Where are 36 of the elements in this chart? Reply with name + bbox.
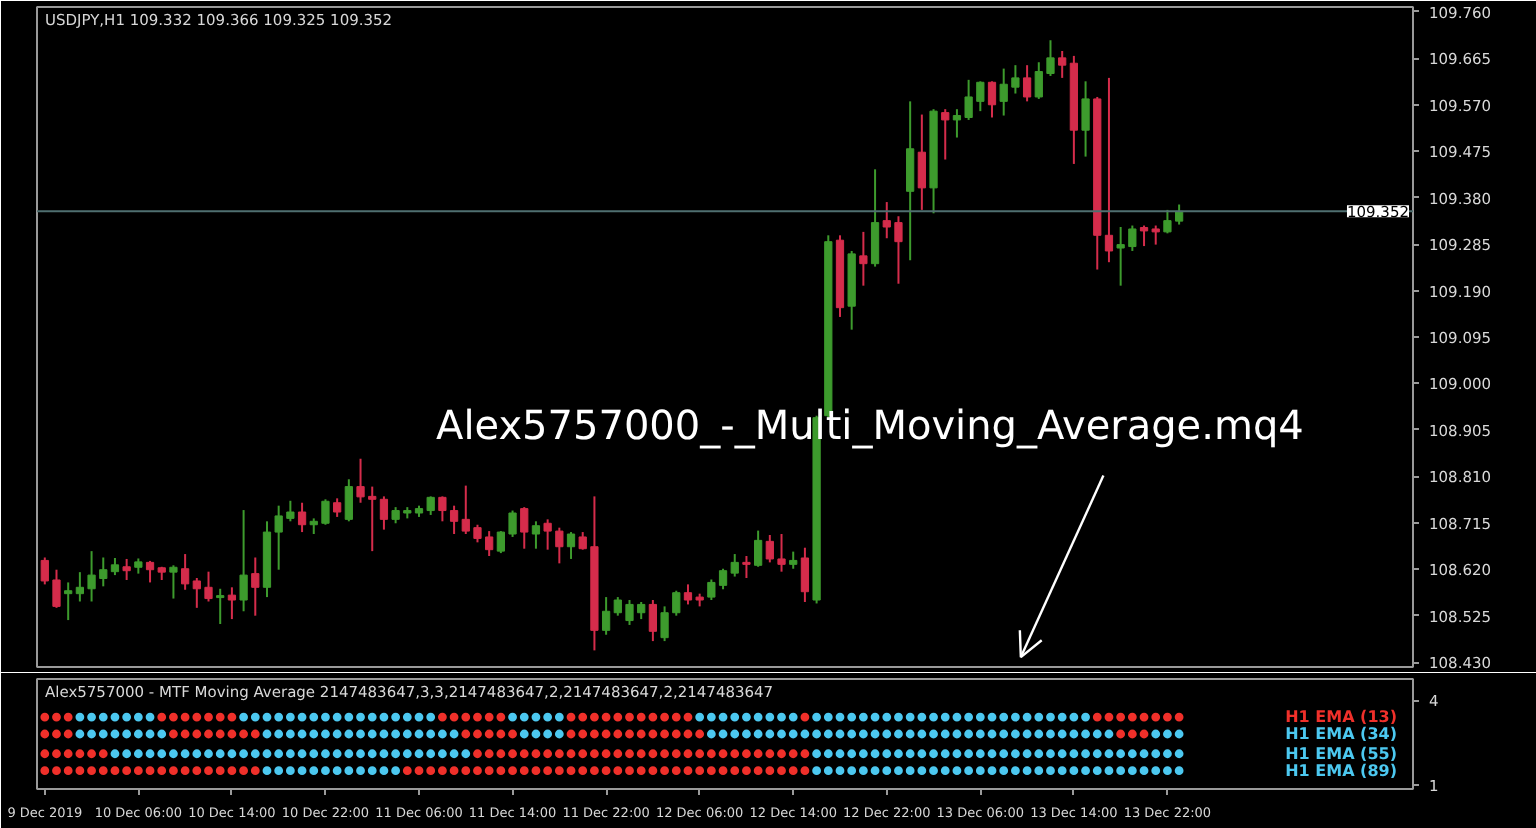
candlestick (520, 506, 529, 550)
candlestick (64, 581, 73, 622)
candlestick (297, 501, 307, 534)
candlestick (742, 555, 751, 580)
candlestick (1058, 50, 1067, 79)
candlestick (800, 546, 810, 603)
candlestick (181, 553, 190, 591)
candlestick (754, 529, 763, 568)
candlestick (870, 168, 880, 268)
candlestick (169, 564, 178, 600)
candlestick (251, 556, 260, 617)
text: H1 EMA (89) (1285, 761, 1398, 780)
candlestick (239, 509, 248, 613)
text: H1 EMA (55) (1285, 744, 1398, 763)
text: H1 EMA (13) (1285, 708, 1398, 727)
candlestick (333, 497, 342, 518)
candlestick (648, 599, 658, 643)
candlestick (859, 230, 868, 287)
candlestick (122, 557, 131, 581)
candlestick (555, 526, 564, 565)
candlestick (227, 586, 237, 621)
candlestick (344, 478, 353, 523)
candlestick (1104, 76, 1114, 264)
text: H1 EMA (34) (1285, 725, 1398, 743)
candlestick (941, 108, 950, 161)
candlestick (1022, 64, 1032, 103)
candlestick (601, 596, 611, 636)
candlestick (917, 113, 926, 211)
candlestick (566, 531, 576, 560)
candlestick (1081, 80, 1090, 158)
candlestick (987, 80, 997, 119)
candlestick (379, 495, 389, 531)
candlestick (906, 100, 915, 262)
candlestick (543, 518, 552, 551)
candlestick (531, 520, 541, 550)
candlestick (216, 587, 225, 625)
